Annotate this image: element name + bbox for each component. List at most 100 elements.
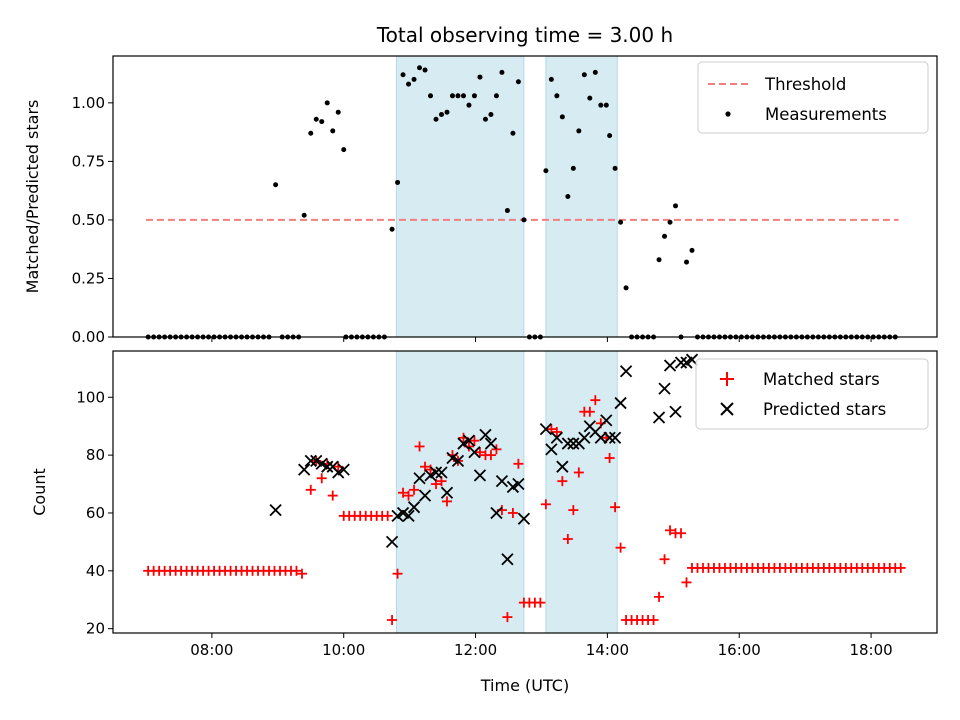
measurements-point [400,72,406,78]
matched-stars-point [414,441,425,452]
predicted-stars-point [413,472,426,485]
top-legend: Threshold Measurements [697,61,929,134]
bottom-x-tick-label-4: 16:00 [718,641,761,659]
measurements-point [623,285,629,291]
measurements-point [471,93,477,99]
predicted-stars-point [479,428,492,442]
measurements-point [389,226,395,232]
measurements-point [433,116,439,122]
measurements-point [618,219,624,225]
predicted-stars-point [539,422,553,436]
predicted-stars-point [473,469,487,482]
matched-stars-point [469,435,480,446]
matched-stars-point [316,473,327,484]
predicted-stars-point [603,431,616,444]
matched-stars-point [568,505,579,516]
measurements-point [548,76,554,82]
measurements-point [565,194,571,199]
matched-stars-point [681,577,692,588]
matched-stars-point [403,490,414,501]
predicted-stars-point [440,486,454,499]
bottom-x-axis: 08:00 10:00 12:00 14:00 16:00 18:00 [190,633,893,659]
panel-bottom: 20 40 60 80 100 08:00 10:00 12:00 14:00 16:00 18:… [30,350,938,695]
measurements-point [689,247,695,253]
predicted-stars-point [321,460,334,473]
measurements-point [587,95,593,101]
bottom-shaded-interval-0 [395,350,525,634]
predicted-stars-point [567,437,580,450]
matched-stars-point [305,484,316,495]
bottom-legend-box [695,358,929,430]
predicted-stars-point [298,463,311,476]
matched-stars-point [387,614,398,625]
predicted-stars-point [556,460,569,473]
bottom-x-tick-label-1: 10:00 [322,641,365,659]
matched-stars-point [507,507,518,518]
bottom-y-axis-label: Count [30,468,49,516]
measurements-point [576,128,582,134]
bottom-y-tick-label-3: 80 [86,446,105,464]
predicted-stars-point [429,466,443,479]
measurements-point [455,93,461,99]
matched-stars-point [659,554,670,565]
measurements-point [482,116,488,122]
bottom-x-tick-label-3: 14:00 [586,641,629,659]
matched-stars-point [551,426,562,437]
matched-stars-point [557,476,568,487]
matched-stars-point [610,502,621,513]
predicted-legend-swatch [720,402,734,416]
matched-stars-point [535,597,546,608]
matched-stars-point [676,528,687,539]
measurements-point [444,109,450,115]
matched-stars-point [590,395,601,406]
top-shaded-interval-0 [395,55,525,338]
bottom-x-tick-label-0: 08:00 [190,641,233,659]
bottom-series-layer [143,353,906,625]
measurements-point [684,259,690,265]
measurements-point [330,128,336,134]
measurements-point [406,81,412,87]
measurements-point [460,93,466,99]
measurements-point [603,102,609,108]
predicted-stars-point [674,356,688,369]
matched-stars-point [540,499,551,510]
predicted-stars-point [619,365,633,378]
matched-stars-point [648,614,659,625]
measurements-point [559,114,565,120]
matched-stars-point [485,450,496,461]
matched-stars-point [296,568,307,579]
measurements-point [656,257,662,263]
top-y-tick-label-0: 0.00 [72,328,105,346]
matched-stars-point [573,467,584,478]
measurements-point [341,147,347,153]
measurements-point [273,182,279,188]
figure-title: Total observing time = 3.00 h [376,23,673,47]
matched-stars-point [502,612,513,623]
predicted-stars-point [614,396,627,410]
predicted-stars-point [495,475,509,488]
matched-stars-point [441,496,452,507]
predicted-stars-point [517,512,531,525]
measurements-point [510,130,516,136]
predicted-stars-point [407,501,421,514]
measurements-legend-label: Measurements [765,105,887,124]
top-y-tick-label-3: 0.75 [72,152,105,170]
matched-stars-point [584,406,595,417]
measurements-point [488,112,494,118]
matched-legend-swatch [720,372,734,386]
x-axis-label: Time (UTC) [480,676,569,695]
measurements-point [422,67,428,73]
predicted-stars-point [669,405,682,418]
measurements-point [428,93,434,99]
bottom-x-tick-label-2: 12:00 [454,641,497,659]
measurements-legend-swatch [725,111,731,117]
measurements-point [521,217,527,223]
matched-stars-point [491,444,502,455]
predicted-stars-point [561,437,574,450]
measurements-point [598,102,604,108]
bottom-y-tick-label-1: 40 [86,562,105,580]
top-y-tick-label-1: 0.25 [72,269,105,287]
predicted-stars-point [435,466,448,479]
predicted-stars-point [418,489,432,502]
